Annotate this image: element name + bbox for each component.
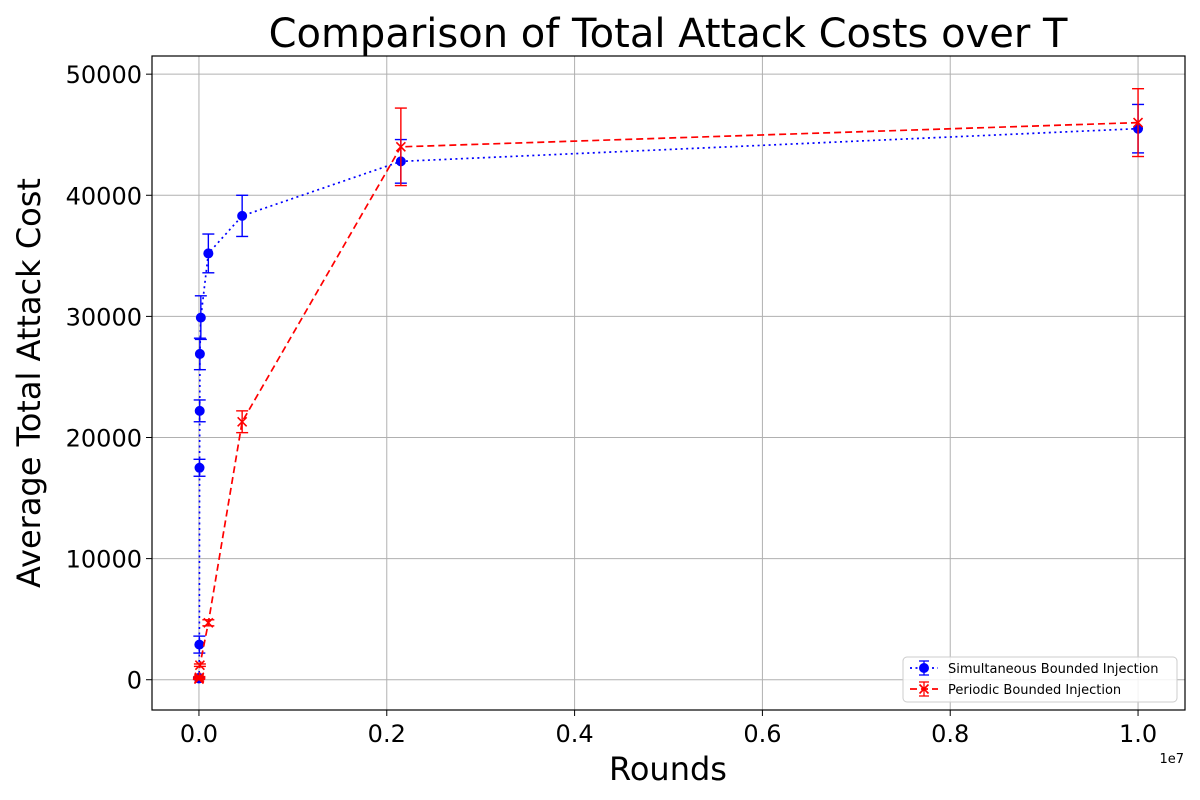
data-point bbox=[395, 141, 406, 152]
series-layer bbox=[192, 87, 1145, 685]
chart-title: Comparison of Total Attack Costs over T bbox=[269, 11, 1068, 57]
data-point bbox=[195, 312, 206, 323]
data-point bbox=[194, 672, 205, 683]
data-point bbox=[919, 663, 929, 673]
data-point bbox=[918, 683, 930, 695]
data-point bbox=[237, 210, 248, 221]
data-point bbox=[203, 617, 214, 628]
data-point bbox=[203, 248, 214, 259]
x-tick-label: 1.0 bbox=[1119, 720, 1157, 748]
series-2 bbox=[192, 87, 1145, 685]
y-tick-label: 0 bbox=[127, 667, 142, 695]
y-tick-label: 40000 bbox=[66, 182, 142, 210]
y-tick-label: 10000 bbox=[66, 546, 142, 574]
y-tick-label: 50000 bbox=[66, 61, 142, 89]
data-point bbox=[194, 348, 205, 359]
x-axis-offset-label: 1e7 bbox=[1159, 752, 1184, 767]
y-axis-label: Average Total Attack Cost bbox=[10, 178, 48, 588]
x-tick-label: 0.8 bbox=[931, 720, 969, 748]
ticks: 0.0 0.2 0.4 0.6 0.8 1.0 0 10000 20000 30000 40000 5… bbox=[66, 61, 1157, 748]
grid bbox=[152, 56, 1185, 710]
legend-label: Periodic Bounded Injection bbox=[948, 683, 1121, 698]
series-line bbox=[198, 121, 1139, 680]
data-point bbox=[237, 416, 248, 427]
plot-frame bbox=[151, 55, 1186, 711]
legend: Simultaneous Bounded Injection Periodic B… bbox=[902, 656, 1178, 703]
x-tick-label: 0.4 bbox=[556, 720, 594, 748]
series-1 bbox=[192, 103, 1145, 684]
legend-entry: Simultaneous Bounded Injection bbox=[910, 660, 1159, 677]
x-tick-label: 0.6 bbox=[743, 720, 781, 748]
x-tick-label: 0.2 bbox=[368, 720, 406, 748]
legend-entry: Periodic Bounded Injection bbox=[910, 681, 1121, 698]
data-point bbox=[194, 639, 205, 650]
data-point bbox=[1132, 117, 1144, 128]
x-tick-label: 0.0 bbox=[180, 720, 218, 748]
y-tick-label: 20000 bbox=[66, 425, 142, 453]
data-point bbox=[194, 405, 205, 416]
data-point bbox=[194, 462, 205, 473]
y-tick-label: 30000 bbox=[66, 303, 142, 331]
series-line bbox=[198, 127, 1139, 679]
legend-box bbox=[902, 656, 1178, 703]
x-axis-label: Rounds bbox=[609, 750, 727, 788]
data-point bbox=[194, 660, 205, 671]
legend-label: Simultaneous Bounded Injection bbox=[948, 662, 1159, 677]
